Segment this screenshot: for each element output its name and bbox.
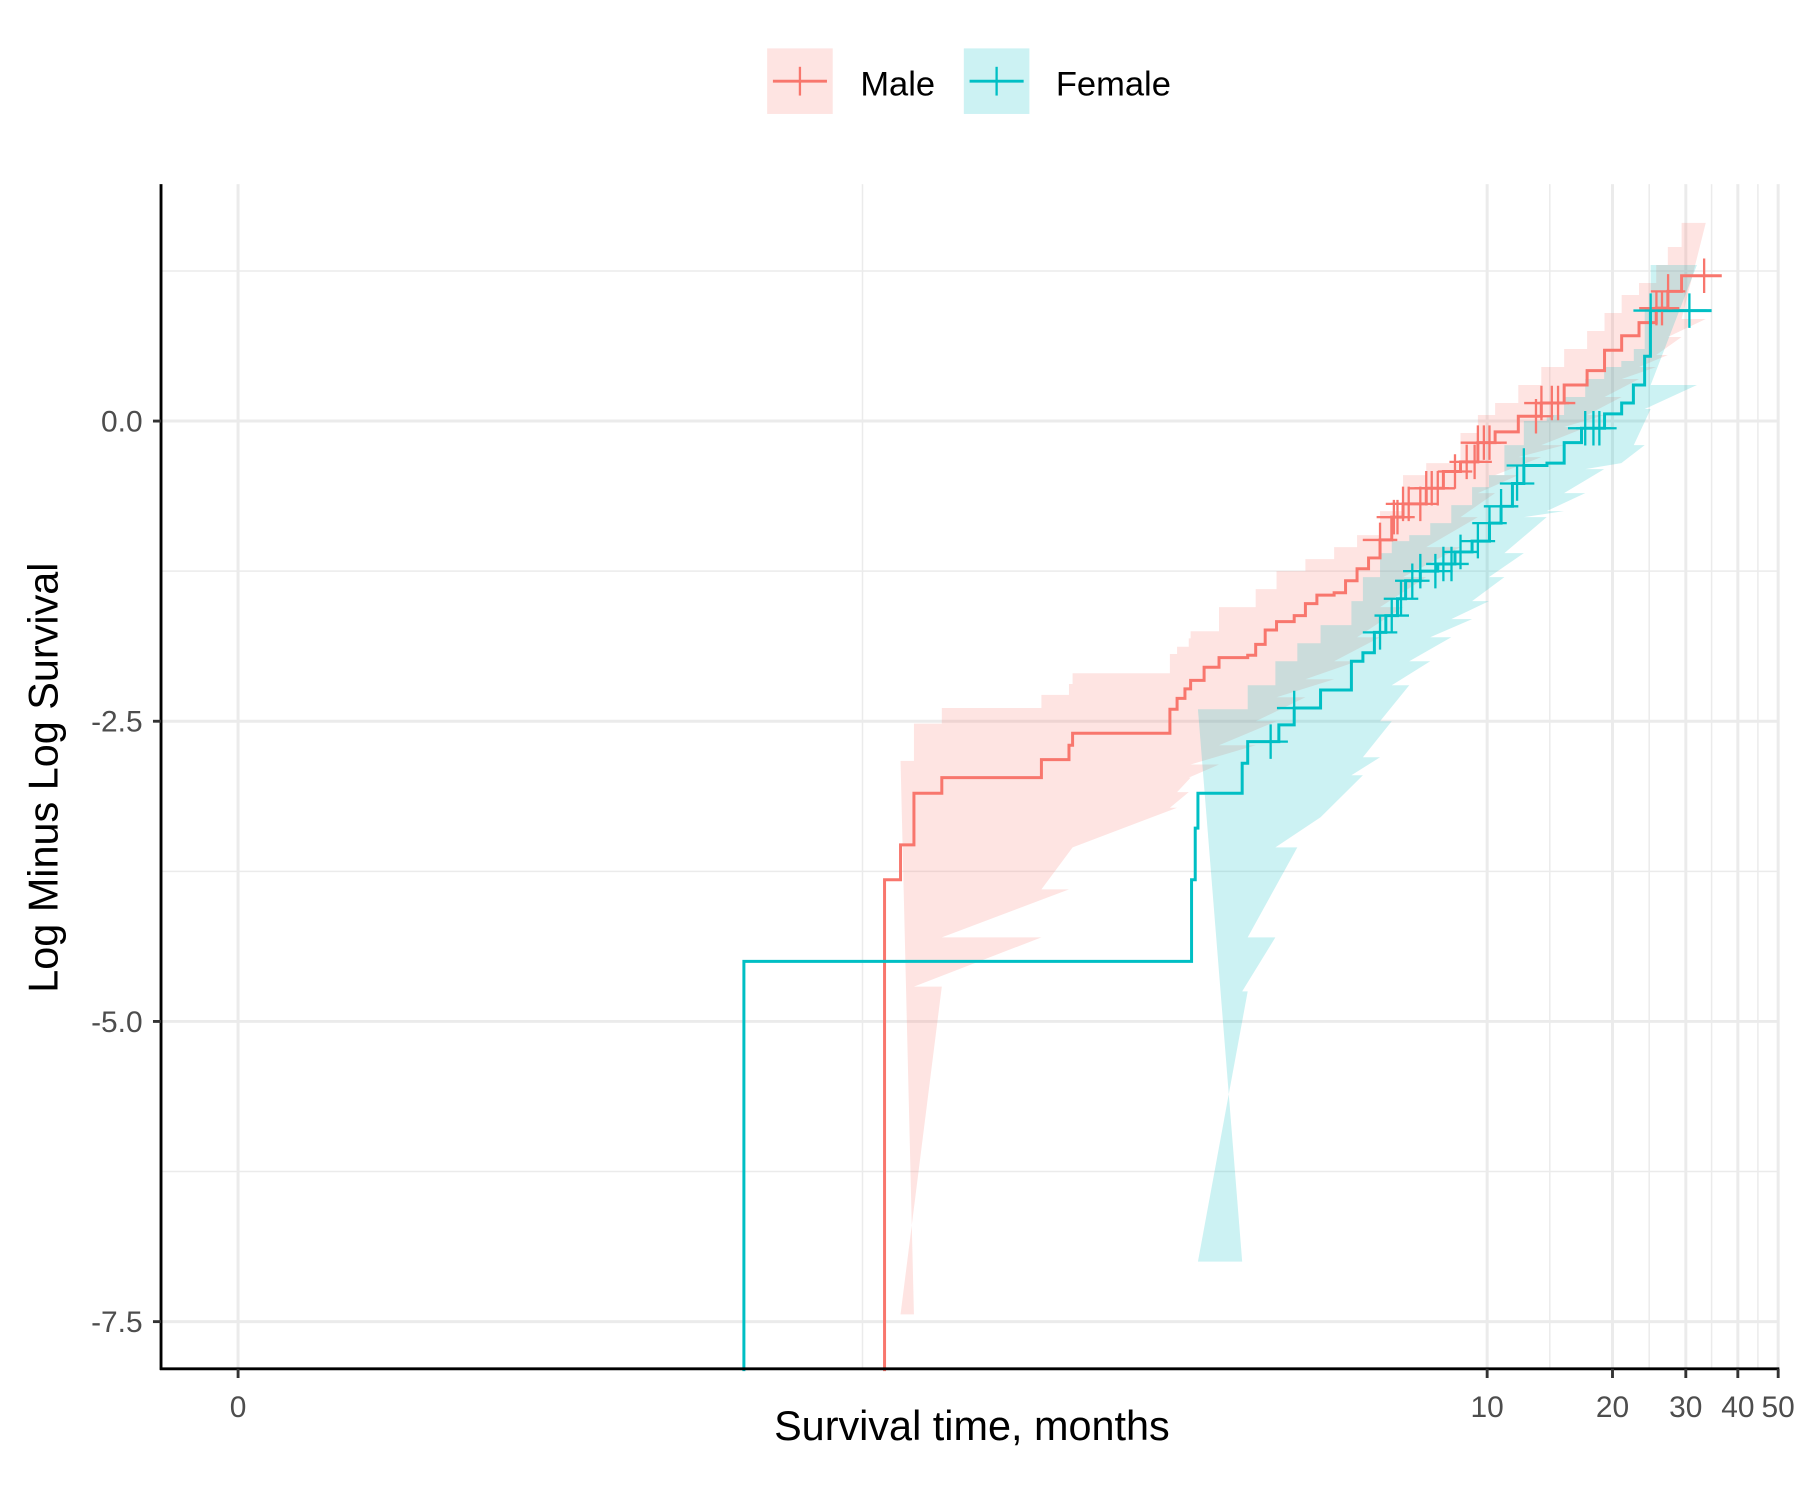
censor-mark-female (1276, 690, 1312, 726)
censor-mark-female (1383, 581, 1419, 617)
ci-band-female (1197, 264, 1697, 1262)
censor-mark-female (1633, 293, 1668, 328)
censor-marks (1253, 258, 1722, 759)
x-tick-label: 20 (1596, 1391, 1629, 1424)
legend-label-female: Female (1056, 66, 1171, 104)
censor-mark-female (1253, 724, 1288, 759)
axis-ticks: 0.0 -2.5 -5.0 -7.5 0 10 20 30 40 50 (91, 405, 1795, 1424)
y-tick-label: 0.0 (101, 405, 143, 438)
censor-mark-male (1686, 258, 1722, 294)
y-tick-label: -2.5 (91, 706, 143, 739)
y-tick-label: -5.0 (91, 1006, 143, 1039)
x-tick-label: 0 (230, 1391, 247, 1424)
x-tick-label: 30 (1669, 1391, 1702, 1424)
censor-mark-male (1540, 385, 1576, 421)
censor-mark-male (1472, 425, 1507, 460)
legend-label-male: Male (860, 66, 935, 104)
censor-mark-female (1395, 563, 1430, 599)
legend-entry-male: Male (767, 48, 935, 114)
censor-mark-male (1518, 398, 1554, 434)
legend-entry-female: Female (963, 48, 1171, 114)
censor-mark-female (1460, 523, 1496, 559)
censor-mark-female (1483, 489, 1519, 524)
grid (161, 184, 1780, 1369)
censor-mark-male (1650, 274, 1686, 309)
censor-mark-female (1506, 448, 1542, 483)
x-tick-label: 10 (1471, 1391, 1504, 1424)
censor-mark-female (1443, 534, 1478, 570)
series-line-male (883, 274, 1722, 1372)
y-tick-label: -7.5 (91, 1306, 143, 1339)
censor-mark-female (1374, 598, 1410, 633)
x-tick-label: 40 (1721, 1391, 1754, 1424)
censor-mark-male (1457, 444, 1492, 480)
legend: Male Female (767, 48, 1171, 114)
censor-mark-female (1672, 293, 1707, 328)
x-axis-label: Survival time, months (774, 1403, 1170, 1449)
censor-mark-female (1418, 553, 1453, 589)
censor-mark-male (1362, 522, 1398, 558)
confidence-bands (900, 222, 1706, 1315)
censor-mark-female (1499, 466, 1535, 501)
y-axis-label: Log Minus Log Survival (21, 562, 67, 992)
censor-mark-male (1420, 471, 1456, 506)
x-tick-label: 50 (1762, 1391, 1795, 1424)
censor-mark-female (1582, 411, 1617, 446)
ci-band-male (900, 222, 1706, 1315)
